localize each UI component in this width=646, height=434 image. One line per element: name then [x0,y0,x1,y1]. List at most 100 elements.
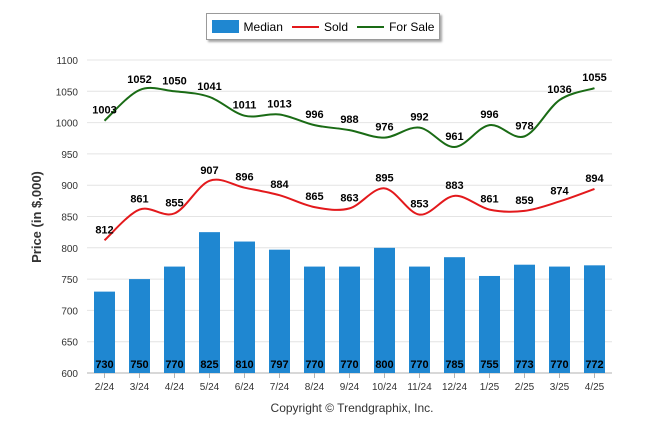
sold-value-label: 874 [550,185,569,197]
x-tick-label: 11/24 [407,382,432,393]
sold-value-label: 859 [515,195,533,207]
legend-label-for-sale: For Sale [389,19,435,34]
bar-median [304,266,325,373]
bar-value-label: 800 [375,359,393,371]
y-tick-label: 850 [61,213,78,224]
bar-median [339,266,360,373]
for-sale-value-label: 1036 [547,84,571,96]
sold-value-label: 863 [340,192,358,204]
x-tick-label: 4/24 [165,382,185,393]
legend-item-for-sale: For Sale [357,20,434,34]
bar-value-label: 750 [130,359,148,371]
sold-value-label: 894 [585,173,604,185]
copyright-footer: Copyright © Trendgraphix, Inc. [271,401,434,415]
x-tick-label: 12/24 [442,382,467,393]
sold-value-label: 861 [480,194,498,206]
sold-value-label: 861 [130,194,148,206]
legend-label-median: Median [243,19,283,34]
y-tick-label: 950 [61,150,78,161]
y-tick-label: 650 [61,338,78,349]
bar-value-label: 825 [200,359,218,371]
bar-median [164,266,185,373]
bar-median [374,247,395,373]
for-sale-value-label: 978 [515,120,533,132]
sold-value-label: 884 [270,179,289,191]
x-tick-label: 6/24 [235,382,255,393]
bar-median [514,264,535,373]
y-tick-label: 700 [61,306,78,317]
for-sale-value-label: 996 [305,109,323,121]
for-sale-value-label: 1041 [197,81,221,93]
x-tick-label: 2/25 [515,382,535,393]
bar-median [549,266,570,373]
bar-value-label: 770 [165,359,183,371]
legend-item-sold: Sold [291,19,348,34]
bar-value-label: 770 [340,359,358,371]
for-sale-value-label: 1052 [127,74,151,86]
line-sold [103,178,595,242]
legend-item-median: Median [211,19,283,34]
x-tick-label: 4/25 [585,382,605,393]
sold-value-label: 812 [95,224,113,236]
bar-median [129,279,150,373]
legend-label-sold: Sold [323,19,348,34]
bar-value-label: 773 [515,359,533,371]
sold-value-label: 896 [235,172,253,184]
bar-median [269,249,290,373]
x-tick-label: 10/24 [372,382,397,393]
sold-value-label: 853 [410,199,428,211]
for-sale-value-label: 1050 [162,75,186,87]
x-tick-label: 3/25 [550,382,570,393]
bar-value-label: 770 [305,359,323,371]
legend-swatch-sold [291,25,319,28]
x-tick-label: 1/25 [480,382,500,393]
sold-value-label: 865 [305,191,323,203]
legend: Median Sold For Sale [206,13,440,40]
for-sale-value-label: 976 [375,122,393,134]
bar-median [479,275,500,373]
sold-value-label: 907 [200,165,218,177]
sold-value-label: 855 [165,197,183,209]
y-tick-label: 1050 [56,87,79,98]
bar-value-label: 770 [410,359,428,371]
y-tick-label: 750 [61,275,78,286]
bar-median [234,241,255,373]
legend-swatch-median [211,20,239,33]
for-sale-value-label: 988 [340,114,358,126]
sold-value-label: 895 [375,172,393,184]
for-sale-value-label: 992 [410,112,428,124]
bar-value-label: 770 [550,359,568,371]
sold-value-label: 883 [445,180,463,192]
y-tick-label: 1100 [56,56,78,67]
for-sale-value-label: 996 [480,109,498,121]
y-tick-label: 600 [61,369,78,380]
bar-median [584,265,605,373]
legend-swatch-for-sale [357,25,385,28]
x-tick-label: 9/24 [340,382,360,393]
y-tick-label: 800 [61,244,78,255]
for-sale-value-label: 1011 [233,100,257,112]
bar-value-label: 730 [95,359,113,371]
x-tick-label: 5/24 [200,382,220,393]
x-tick-label: 8/24 [305,382,325,393]
x-tick-label: 7/24 [270,382,290,393]
bar-median [444,257,465,373]
for-sale-value-label: 961 [445,131,463,143]
bar-median [94,291,115,373]
x-tick-label: 3/24 [130,382,150,393]
line-for-sale [103,86,595,149]
bar-median [409,266,430,373]
x-tick-label: 2/24 [95,382,115,393]
bar-value-label: 755 [480,359,498,371]
bar-value-label: 772 [585,359,603,371]
for-sale-value-label: 1003 [92,105,116,117]
bar-value-label: 797 [270,359,288,371]
y-axis-title: Price (in $,000) [29,171,44,263]
bar-median [199,232,220,373]
bar-value-label: 810 [235,359,253,371]
y-tick-label: 1000 [56,119,79,130]
bar-value-label: 785 [445,359,463,371]
for-sale-value-label: 1055 [582,72,606,84]
